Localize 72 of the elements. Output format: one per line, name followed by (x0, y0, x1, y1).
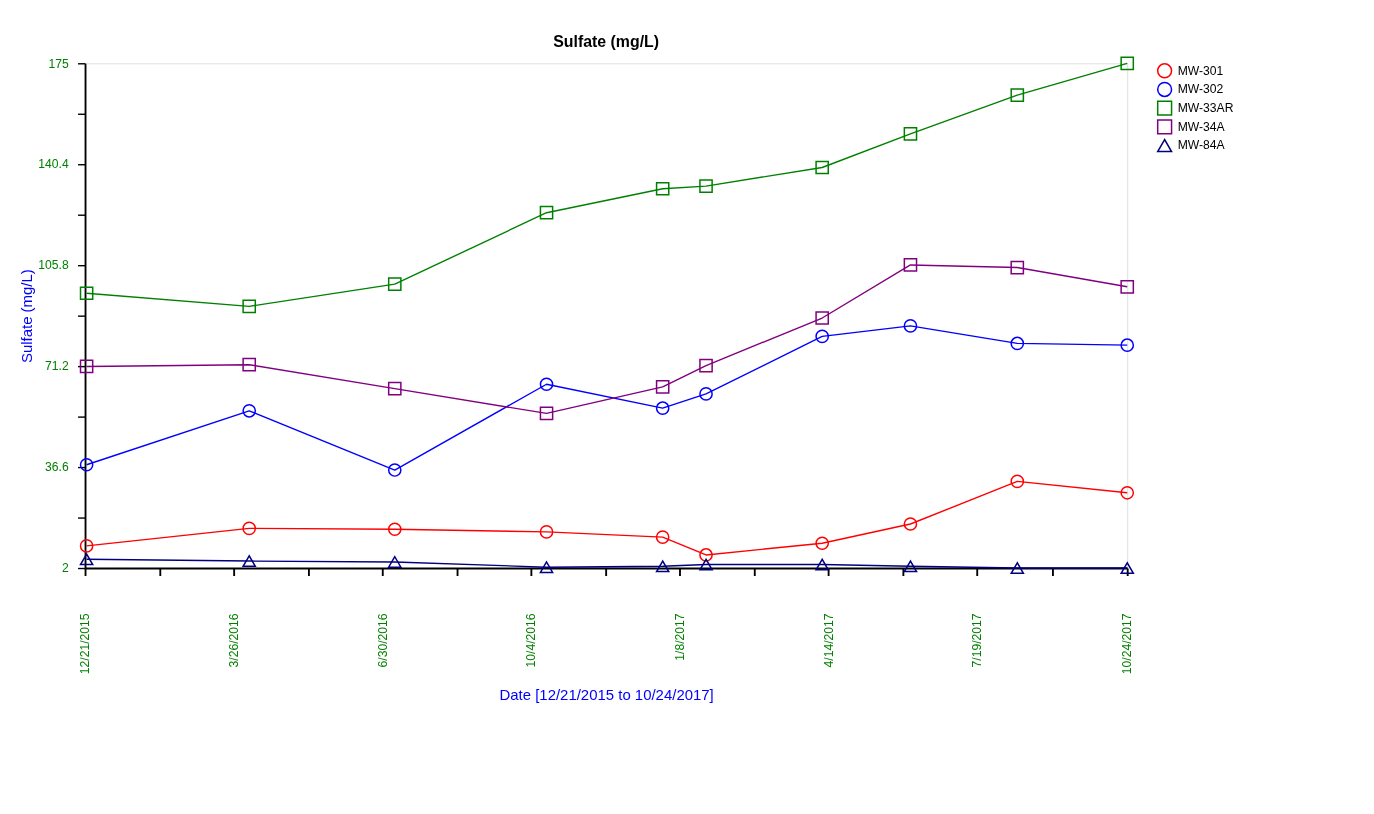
legend-label: MW-33AR (1177, 100, 1234, 115)
point (815, 311, 830, 325)
x-tick-label: 7/19/2017 (970, 613, 985, 668)
x-tick-label: 3/26/2016 (226, 613, 241, 668)
x-tick-label: 12/21/2015 (78, 613, 93, 675)
point (242, 521, 257, 536)
point (79, 457, 94, 472)
legend-label: MW-301 (1177, 63, 1224, 78)
x-axis-title: Date [12/21/2015 to 10/24/2017] (499, 686, 714, 704)
point (699, 558, 713, 571)
point (699, 358, 713, 373)
point (79, 553, 94, 566)
point (699, 179, 713, 193)
y-tick-label: 140.4 (38, 157, 69, 172)
point (699, 387, 713, 401)
legend-label: MW-34A (1177, 119, 1226, 134)
point (539, 525, 554, 539)
point (242, 357, 257, 372)
point (387, 277, 402, 292)
point (1120, 485, 1135, 500)
point (1120, 279, 1135, 294)
point (699, 548, 713, 562)
point (815, 329, 830, 344)
point (242, 403, 257, 418)
point (1120, 338, 1135, 352)
point (1010, 88, 1025, 102)
point (387, 555, 402, 568)
y-axis-title: Sulfate (mg/L) (17, 269, 35, 364)
y-tick-label: 2 (61, 561, 69, 576)
point (655, 401, 670, 416)
point (903, 127, 918, 141)
point (655, 530, 670, 544)
point (242, 299, 257, 314)
point (655, 181, 670, 196)
y-tick-label: 71.2 (45, 359, 69, 374)
y-tick-label: 105.8 (38, 258, 69, 273)
point (1010, 562, 1025, 575)
x-tick-label: 4/14/2017 (821, 613, 836, 668)
point (1010, 260, 1025, 275)
point (655, 380, 670, 394)
point (539, 377, 554, 392)
legend-label: MW-302 (1177, 82, 1224, 97)
point (387, 522, 402, 537)
point (815, 160, 830, 175)
x-tick-label: 10/4/2016 (524, 613, 539, 668)
x-tick-label: 6/30/2016 (375, 613, 390, 668)
point (1120, 56, 1135, 71)
point (903, 319, 918, 333)
x-tick-label: 10/24/2017 (1120, 613, 1135, 675)
point (1010, 336, 1025, 351)
point (815, 536, 830, 551)
x-tick-label: 1/8/2017 (672, 613, 687, 661)
point (1010, 474, 1025, 489)
legend-label: MW-84A (1177, 138, 1226, 153)
point (387, 381, 402, 396)
point (1120, 562, 1135, 575)
point (79, 359, 94, 374)
point (79, 286, 94, 301)
point (539, 205, 554, 220)
point (539, 406, 554, 421)
y-tick-label: 36.6 (45, 460, 69, 475)
chart-title: Sulfate (mg/L) (553, 32, 660, 50)
point (903, 517, 918, 531)
y-tick-label: 175 (48, 56, 69, 71)
point (387, 463, 402, 477)
point (242, 555, 257, 568)
point (79, 539, 94, 553)
point (903, 258, 918, 272)
point (815, 558, 830, 571)
point (903, 560, 918, 573)
point (655, 560, 670, 573)
point (539, 561, 554, 574)
